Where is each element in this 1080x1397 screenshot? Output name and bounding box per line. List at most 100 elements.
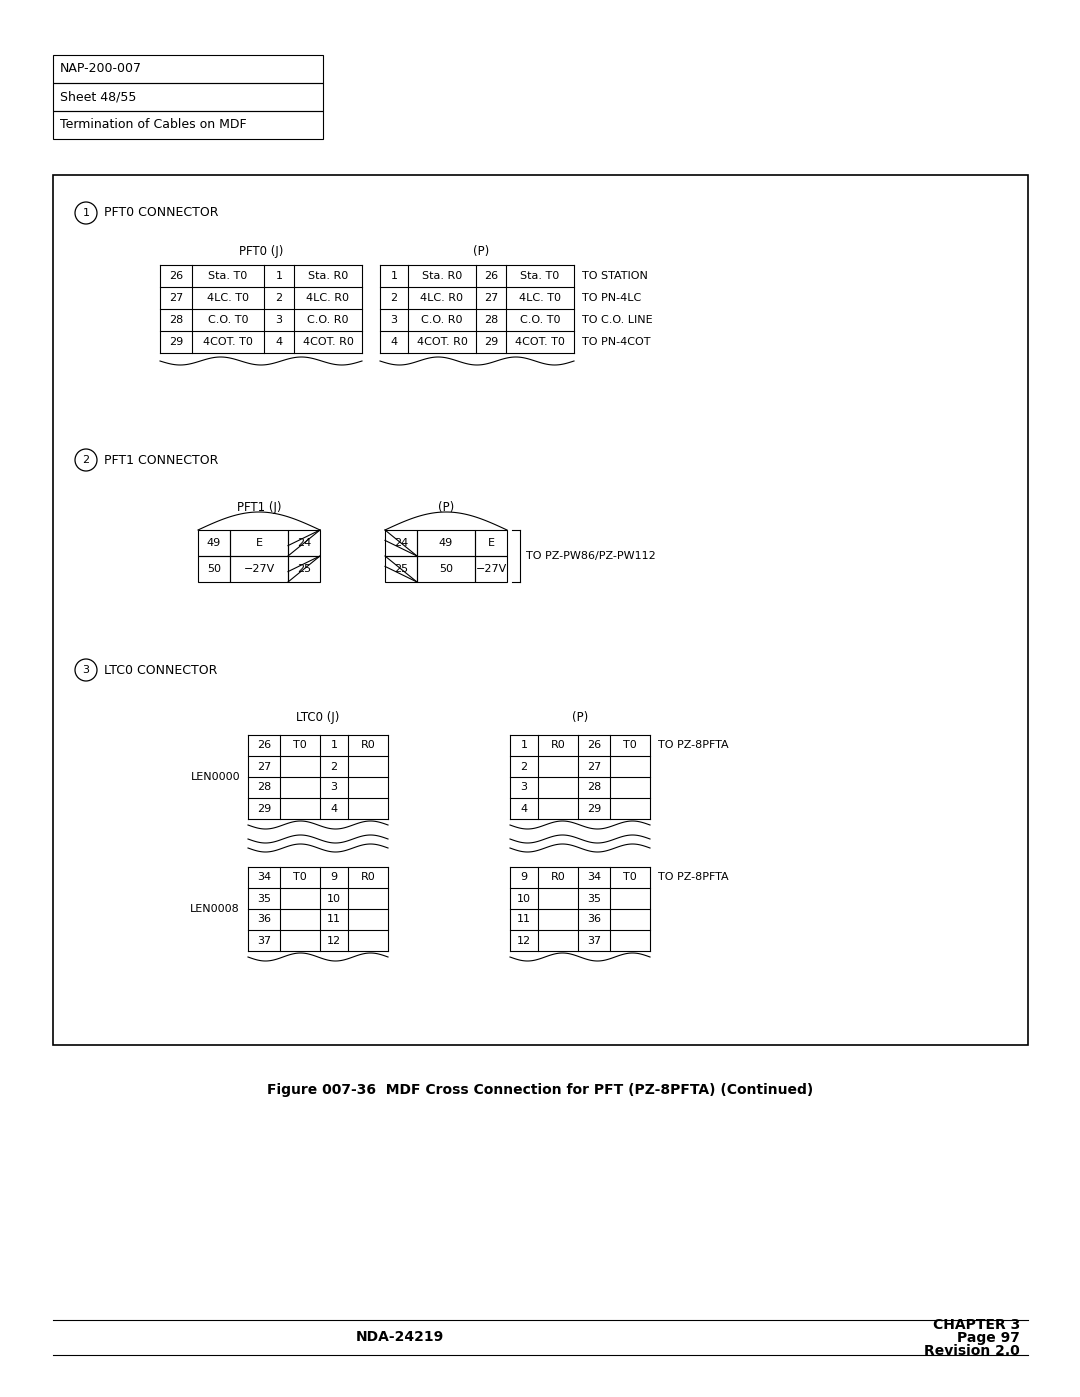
Text: 27: 27 bbox=[586, 761, 602, 771]
Text: 49: 49 bbox=[207, 538, 221, 548]
Text: 36: 36 bbox=[588, 915, 600, 925]
Text: NDA-24219: NDA-24219 bbox=[356, 1330, 444, 1344]
Text: 4LC. T0: 4LC. T0 bbox=[519, 293, 561, 303]
Text: Revision 2.0: Revision 2.0 bbox=[924, 1344, 1020, 1358]
Text: PFT1 CONNECTOR: PFT1 CONNECTOR bbox=[104, 454, 218, 467]
Text: 4LC. T0: 4LC. T0 bbox=[207, 293, 249, 303]
Text: C.O. R0: C.O. R0 bbox=[421, 314, 462, 326]
Text: R0: R0 bbox=[361, 740, 376, 750]
Text: 26: 26 bbox=[586, 740, 602, 750]
Text: 50: 50 bbox=[207, 564, 221, 574]
Text: 4: 4 bbox=[330, 803, 338, 813]
Text: R0: R0 bbox=[361, 873, 376, 883]
Text: TO PN-4LC: TO PN-4LC bbox=[582, 293, 642, 303]
Text: 29: 29 bbox=[257, 803, 271, 813]
Text: 1: 1 bbox=[330, 740, 337, 750]
Text: PFT1 (J): PFT1 (J) bbox=[237, 502, 281, 514]
Text: 36: 36 bbox=[257, 915, 271, 925]
Text: 27: 27 bbox=[484, 293, 498, 303]
Text: T0: T0 bbox=[293, 740, 307, 750]
Bar bbox=[53, 175, 1028, 1045]
Text: 2: 2 bbox=[82, 455, 90, 465]
Text: −27V: −27V bbox=[475, 564, 507, 574]
Text: 3: 3 bbox=[330, 782, 337, 792]
Text: 37: 37 bbox=[586, 936, 602, 946]
Text: 29: 29 bbox=[484, 337, 498, 346]
Bar bbox=[475, 556, 507, 583]
Text: 2: 2 bbox=[330, 761, 338, 771]
Bar bbox=[53, 110, 323, 138]
Text: 28: 28 bbox=[257, 782, 271, 792]
Text: 34: 34 bbox=[257, 873, 271, 883]
Text: T0: T0 bbox=[293, 873, 307, 883]
Bar bbox=[198, 529, 230, 556]
Text: 3: 3 bbox=[275, 314, 283, 326]
Text: C.O. T0: C.O. T0 bbox=[519, 314, 561, 326]
Bar bbox=[230, 529, 288, 556]
Bar bbox=[384, 529, 417, 556]
Text: LEN0008: LEN0008 bbox=[190, 904, 240, 914]
Text: 49: 49 bbox=[438, 538, 454, 548]
Text: 4COT. T0: 4COT. T0 bbox=[203, 337, 253, 346]
Text: 35: 35 bbox=[257, 894, 271, 904]
Text: 4: 4 bbox=[391, 337, 397, 346]
Text: Page 97: Page 97 bbox=[957, 1331, 1020, 1345]
Bar bbox=[198, 556, 230, 583]
Text: 29: 29 bbox=[168, 337, 184, 346]
Text: 3: 3 bbox=[391, 314, 397, 326]
Text: TO C.O. LINE: TO C.O. LINE bbox=[582, 314, 652, 326]
Bar bbox=[417, 556, 475, 583]
Text: TO PZ-8PFTA: TO PZ-8PFTA bbox=[658, 740, 729, 750]
Bar bbox=[53, 82, 323, 110]
Text: 4COT. R0: 4COT. R0 bbox=[417, 337, 468, 346]
Text: Termination of Cables on MDF: Termination of Cables on MDF bbox=[60, 119, 246, 131]
Text: 1: 1 bbox=[82, 208, 90, 218]
Bar bbox=[230, 556, 288, 583]
Text: TO PZ-PW86/PZ-PW112: TO PZ-PW86/PZ-PW112 bbox=[526, 550, 656, 562]
Text: T0: T0 bbox=[623, 873, 637, 883]
Text: (P): (P) bbox=[437, 502, 454, 514]
Text: 27: 27 bbox=[257, 761, 271, 771]
Text: PFT0 CONNECTOR: PFT0 CONNECTOR bbox=[104, 207, 218, 219]
Bar bbox=[53, 54, 323, 82]
Text: LTC0 (J): LTC0 (J) bbox=[296, 711, 340, 725]
Text: 35: 35 bbox=[588, 894, 600, 904]
Text: 4LC. R0: 4LC. R0 bbox=[307, 293, 350, 303]
Text: 4LC. R0: 4LC. R0 bbox=[420, 293, 463, 303]
Text: 10: 10 bbox=[517, 894, 531, 904]
Text: T0: T0 bbox=[623, 740, 637, 750]
Text: 28: 28 bbox=[586, 782, 602, 792]
Bar bbox=[288, 556, 320, 583]
Text: (P): (P) bbox=[473, 246, 489, 258]
Text: Sta. T0: Sta. T0 bbox=[521, 271, 559, 281]
Text: 25: 25 bbox=[297, 564, 311, 574]
Text: R0: R0 bbox=[551, 740, 565, 750]
Text: TO PN-4COT: TO PN-4COT bbox=[582, 337, 650, 346]
Text: 28: 28 bbox=[168, 314, 184, 326]
Text: C.O. T0: C.O. T0 bbox=[207, 314, 248, 326]
Text: R0: R0 bbox=[551, 873, 565, 883]
Text: E: E bbox=[487, 538, 495, 548]
Text: 10: 10 bbox=[327, 894, 341, 904]
Text: 2: 2 bbox=[275, 293, 283, 303]
Text: Figure 007-36  MDF Cross Connection for PFT (PZ-8PFTA) (Continued): Figure 007-36 MDF Cross Connection for P… bbox=[267, 1083, 813, 1097]
Text: NAP-200-007: NAP-200-007 bbox=[60, 63, 141, 75]
Text: C.O. R0: C.O. R0 bbox=[307, 314, 349, 326]
Text: 4COT. T0: 4COT. T0 bbox=[515, 337, 565, 346]
Text: 3: 3 bbox=[82, 665, 90, 675]
Text: 4: 4 bbox=[275, 337, 283, 346]
Text: TO PZ-8PFTA: TO PZ-8PFTA bbox=[658, 873, 729, 883]
Text: 29: 29 bbox=[586, 803, 602, 813]
Bar bbox=[475, 529, 507, 556]
Text: 2: 2 bbox=[521, 761, 527, 771]
Text: 26: 26 bbox=[484, 271, 498, 281]
Text: 9: 9 bbox=[330, 873, 338, 883]
Text: Sta. T0: Sta. T0 bbox=[208, 271, 247, 281]
Text: 2: 2 bbox=[391, 293, 397, 303]
Text: 12: 12 bbox=[517, 936, 531, 946]
Text: 37: 37 bbox=[257, 936, 271, 946]
Text: 12: 12 bbox=[327, 936, 341, 946]
Text: 11: 11 bbox=[517, 915, 531, 925]
Text: 28: 28 bbox=[484, 314, 498, 326]
Text: 3: 3 bbox=[521, 782, 527, 792]
